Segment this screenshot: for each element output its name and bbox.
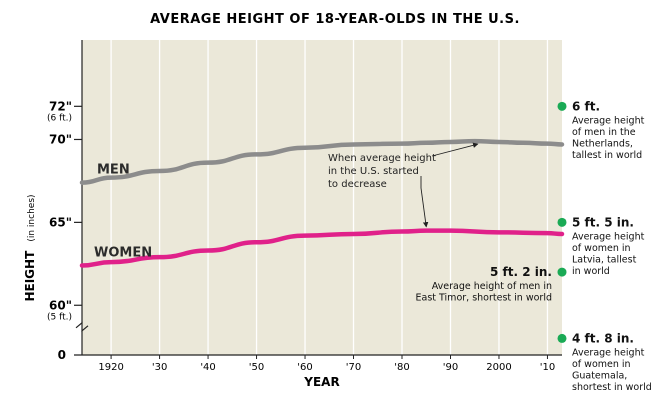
reference-value: 6 ft.	[572, 99, 600, 113]
reference-note: Average height	[572, 347, 645, 358]
x-tick-label-1950: '50	[249, 362, 264, 373]
tick-labels: 1920 '30 '40 '50 '60 '70 '80 '90 2000 '10 72"(6 ft…	[47, 99, 555, 373]
x-tick-label-1980: '80	[394, 362, 409, 373]
reference-note: Average height	[572, 231, 645, 242]
reference-note: in world	[572, 266, 610, 277]
gridlines	[110, 40, 549, 355]
reference-note: Latvia, tallest	[572, 254, 637, 265]
annotation-text-line: to decrease	[328, 179, 387, 190]
annotation-arrow-men	[431, 142, 479, 157]
reference-note: shortest in world	[572, 382, 652, 393]
y-tick-sublabel-72: (6 ft.)	[47, 113, 72, 123]
y-tick-label-65: 65"	[49, 215, 72, 229]
reference-value: 4 ft. 8 in.	[572, 331, 634, 345]
y-tick-label-zero: 0	[58, 348, 66, 362]
series-line-men	[79, 138, 565, 185]
reference-value: 5 ft. 2 in.	[490, 265, 552, 279]
chart-title: AVERAGE HEIGHT OF 18-YEAR-OLDS IN THE U.…	[150, 12, 520, 27]
annotation-arrow-women	[420, 176, 429, 228]
series-label-men: MEN	[97, 163, 130, 178]
reference-note: Guatemala,	[572, 370, 627, 381]
series-line-women	[79, 228, 565, 268]
y-tick-sublabel-60: (5 ft.)	[47, 312, 72, 322]
y-tick-label-72: 72"	[49, 99, 72, 113]
reference-note: Netherlands,	[572, 138, 633, 149]
plot-background	[82, 40, 562, 355]
series-lines	[79, 138, 565, 268]
y-axis-label-unit: (in inches)	[27, 194, 37, 241]
reference-note: Average height of men in	[432, 281, 552, 292]
reference-marker-icon	[557, 101, 567, 111]
reference-marker-icon	[557, 217, 567, 227]
svg-text:HEIGHT (in inches): HEIGHT (in inches)	[19, 194, 38, 301]
reference-note: of women in	[572, 359, 631, 370]
reference-marker-icon	[557, 333, 567, 343]
x-tick-label-2000: 2000	[486, 362, 511, 373]
series-labels: MEN WOMEN	[94, 163, 152, 261]
x-tick-label-2010: '10	[540, 362, 555, 373]
reference-note: of men in the	[572, 127, 636, 138]
annotation: When average height in the U.S. started to…	[328, 142, 479, 228]
x-tick-label-1930: '30	[152, 362, 167, 373]
y-tick-label-70: 70"	[49, 132, 72, 146]
reference-marker-icon	[557, 267, 567, 277]
x-tick-label-1990: '90	[443, 362, 458, 373]
y-axis-label: HEIGHT (in inches)	[19, 194, 38, 301]
reference-note: Average height	[572, 115, 645, 126]
x-tick-label-1940: '40	[200, 362, 215, 373]
x-tick-label-1970: '70	[346, 362, 361, 373]
y-axis-label-main: HEIGHT	[23, 250, 37, 302]
axis-break-icon	[75, 321, 89, 333]
annotation-text-line: in the U.S. started	[328, 166, 419, 177]
reference-note: East Timor, shortest in world	[416, 293, 552, 304]
annotation-text-line: When average height	[328, 153, 436, 164]
x-axis-label: YEAR	[303, 375, 339, 389]
reference-note: tallest in world	[572, 150, 642, 161]
y-tick-label-60: 60"	[49, 298, 72, 312]
reference-value: 5 ft. 5 in.	[572, 215, 634, 229]
reference-note: of women in	[572, 243, 631, 254]
series-label-women: WOMEN	[94, 245, 152, 260]
x-tick-label-1960: '60	[297, 362, 312, 373]
x-tick-label-1920: 1920	[98, 362, 123, 373]
